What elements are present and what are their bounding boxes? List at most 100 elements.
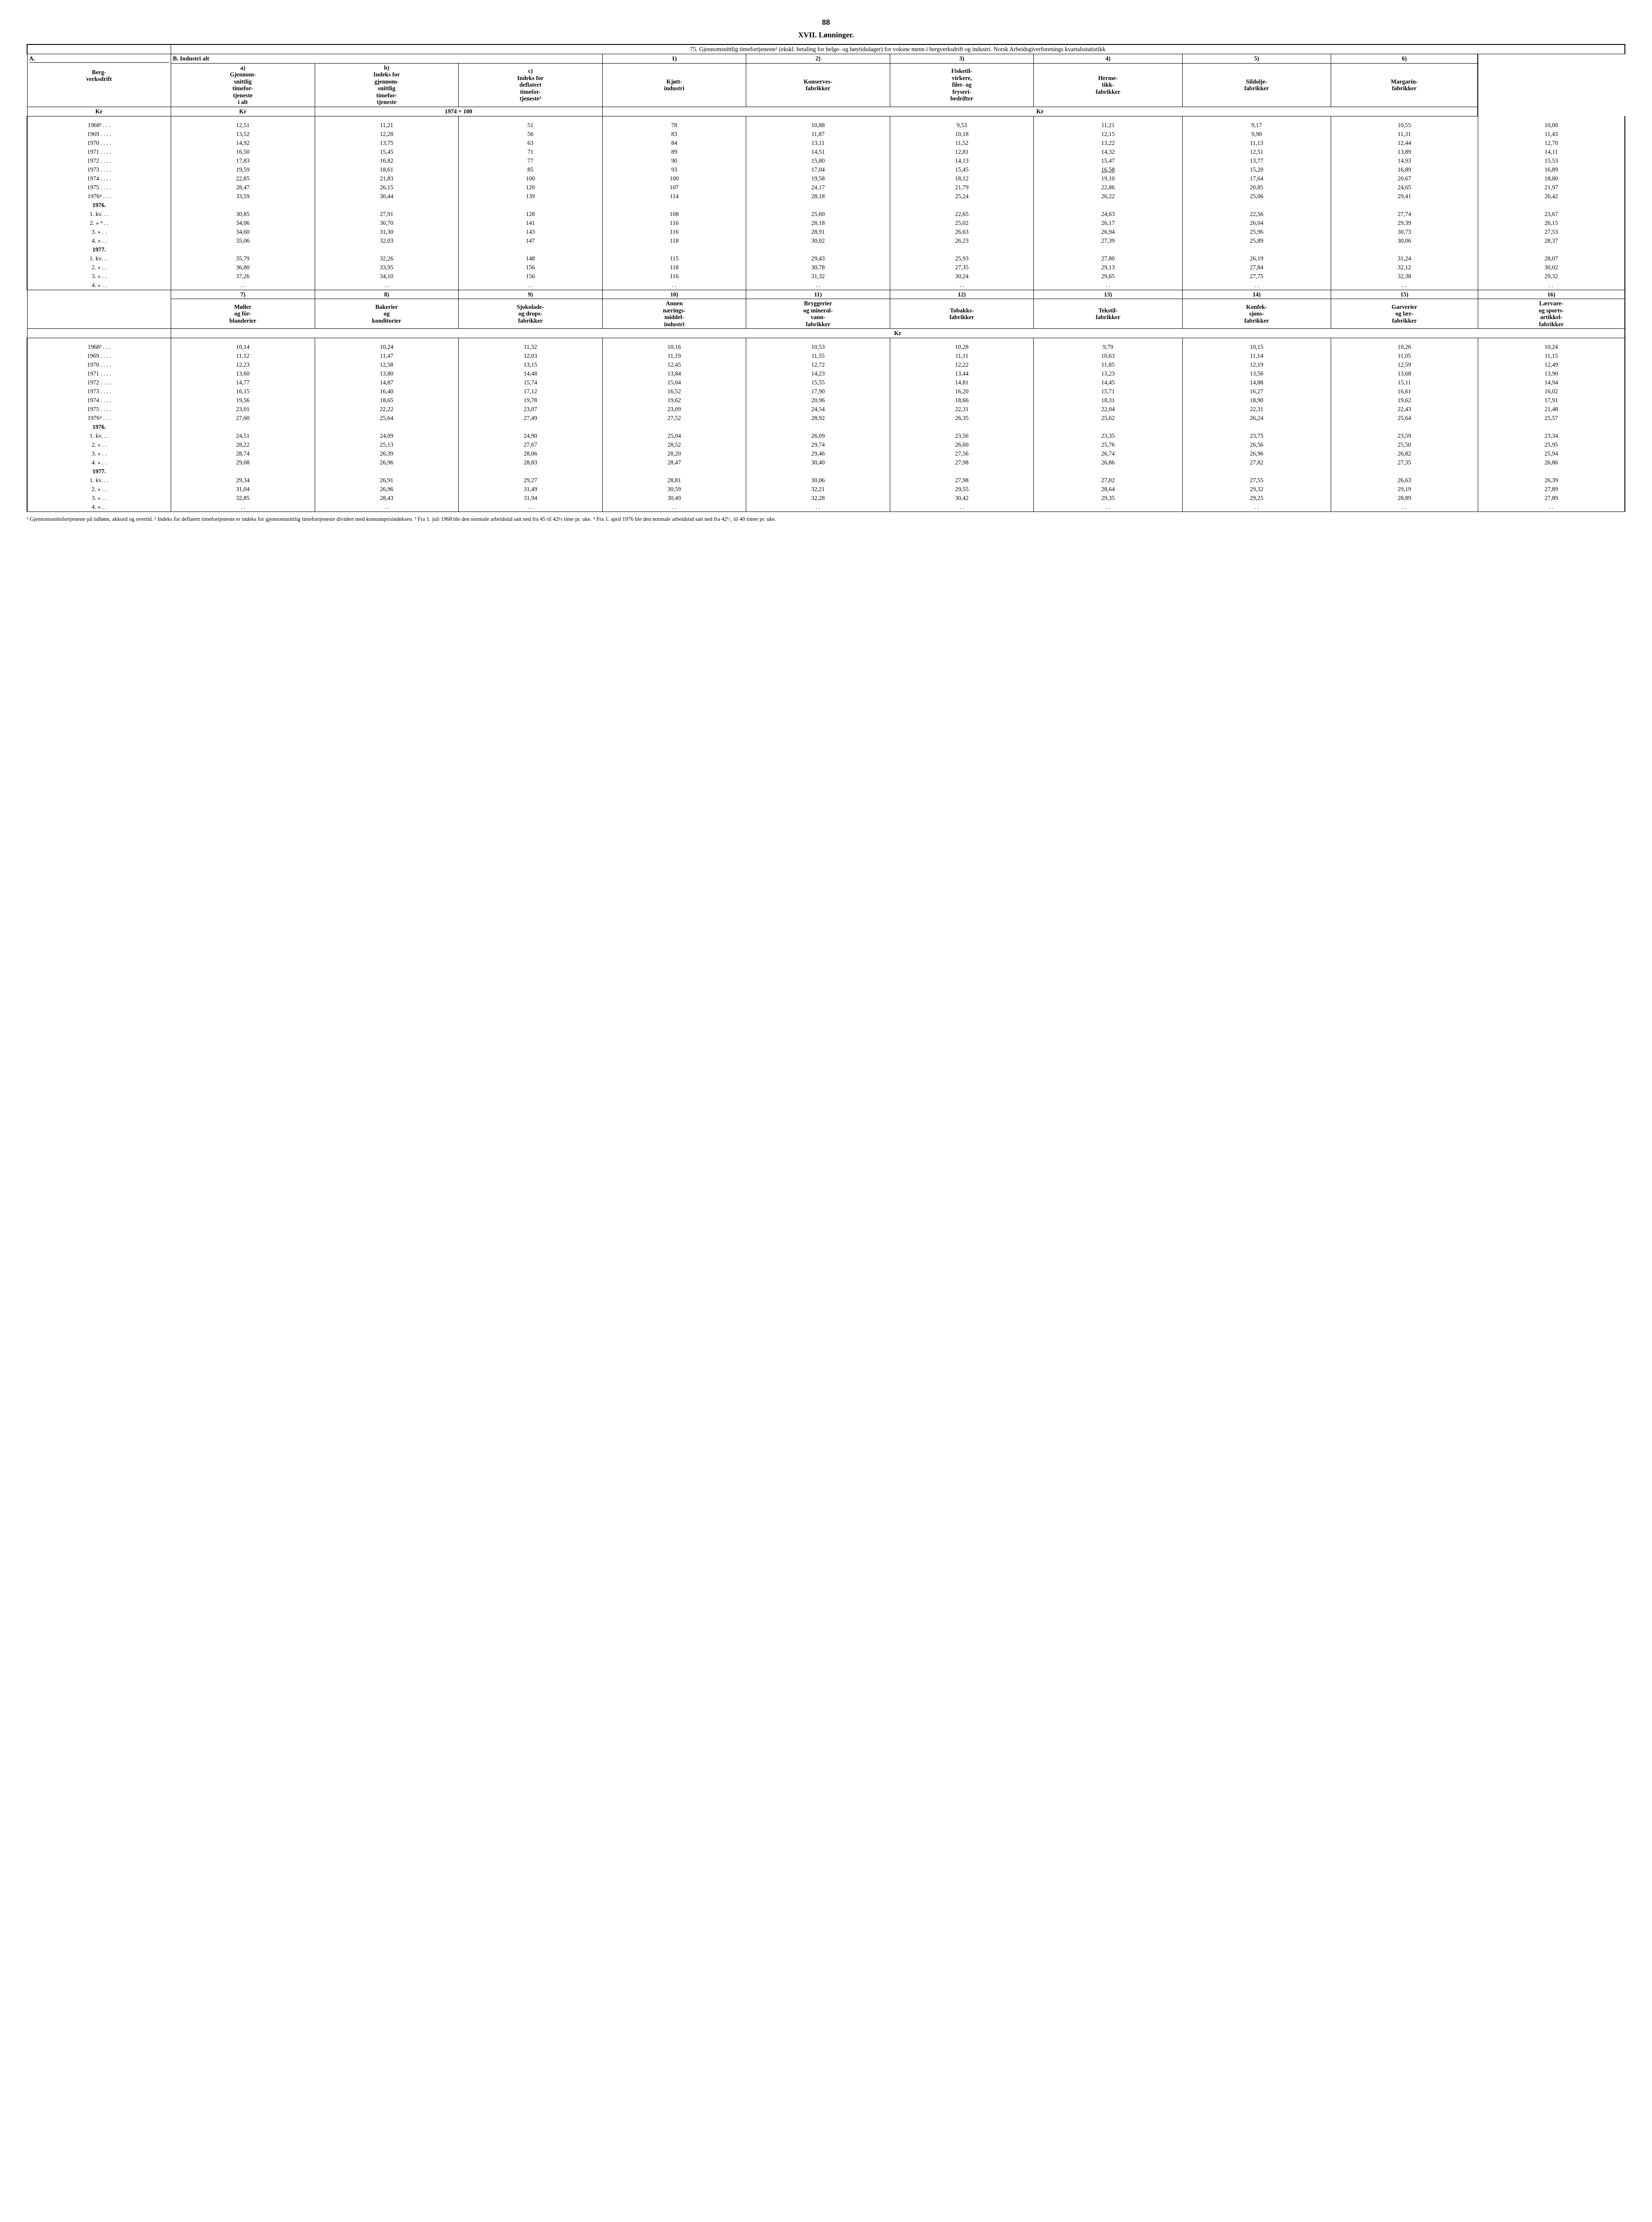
data-cell: 35,06 bbox=[171, 236, 315, 245]
row-label: 1968³ . . . bbox=[27, 343, 171, 352]
data-cell: 28,37 bbox=[1478, 236, 1625, 245]
data-cell: 9,79 bbox=[1034, 343, 1182, 352]
empty-cell bbox=[1478, 201, 1625, 210]
empty-cell bbox=[602, 423, 746, 432]
data-cell: 27,89 bbox=[1478, 485, 1625, 494]
data-cell: 14,11 bbox=[1478, 148, 1625, 156]
data-cell: . . bbox=[459, 503, 603, 512]
data-cell: 16,20 bbox=[890, 387, 1034, 396]
data-cell: 26,96 bbox=[1182, 449, 1331, 458]
data-cell: 14,92 bbox=[171, 139, 315, 148]
data-cell: 28,43 bbox=[315, 494, 459, 503]
data-cell: 24,65 bbox=[1331, 183, 1478, 192]
data-cell: 37,26 bbox=[171, 272, 315, 281]
data-cell: 25,02 bbox=[890, 219, 1034, 228]
hdr-n4: 4) bbox=[1034, 54, 1182, 64]
data-cell: 16,50 bbox=[171, 148, 315, 156]
data-cell: 156 bbox=[459, 272, 603, 281]
data-cell: 28,64 bbox=[1034, 485, 1182, 494]
data-cell: 14,13 bbox=[890, 156, 1034, 165]
empty-cell bbox=[602, 201, 746, 210]
data-cell: 25,04 bbox=[602, 432, 746, 440]
data-cell: 19,78 bbox=[459, 396, 603, 405]
data-cell: 15,45 bbox=[890, 165, 1034, 174]
hdr-n7: 7) bbox=[171, 290, 315, 299]
data-cell: 16,40 bbox=[315, 387, 459, 396]
row-label: 4. » . . bbox=[27, 503, 171, 512]
row-label: 1969 . . . . bbox=[27, 352, 171, 360]
data-cell: 28,89 bbox=[1331, 494, 1478, 503]
data-cell: 18,12 bbox=[890, 174, 1034, 183]
empty-cell bbox=[1182, 201, 1331, 210]
data-cell: 26,15 bbox=[315, 183, 459, 192]
empty-cell bbox=[171, 467, 315, 476]
data-cell: 27,84 bbox=[1182, 263, 1331, 272]
data-cell: . . bbox=[1478, 281, 1625, 290]
data-cell: 15,80 bbox=[746, 156, 890, 165]
data-cell: 12,59 bbox=[1331, 360, 1478, 369]
data-cell: 26,19 bbox=[1182, 254, 1331, 263]
data-cell: 27,49 bbox=[459, 414, 603, 423]
data-cell: 17,64 bbox=[1182, 174, 1331, 183]
data-cell: . . bbox=[746, 281, 890, 290]
data-cell: 17,91 bbox=[1478, 396, 1625, 405]
data-cell: 31,04 bbox=[171, 485, 315, 494]
hdr-A: A. Berg-verksdrift bbox=[27, 54, 171, 107]
data-cell: . . bbox=[315, 281, 459, 290]
data-cell: 141 bbox=[459, 219, 603, 228]
data-cell: 19,62 bbox=[1331, 396, 1478, 405]
empty-cell bbox=[1478, 467, 1625, 476]
data-cell: 16,58 bbox=[1034, 165, 1182, 174]
data-cell: 30,49 bbox=[602, 494, 746, 503]
empty-cell bbox=[746, 467, 890, 476]
row-label: 1976⁴ . . . bbox=[27, 192, 171, 201]
empty-cell bbox=[746, 201, 890, 210]
hdr-c6: Margarin-fabrikker bbox=[1331, 63, 1478, 107]
year-subhead: 1976. bbox=[27, 201, 171, 210]
hdr-n6: 6) bbox=[1331, 54, 1478, 64]
data-cell: 29,41 bbox=[1331, 192, 1478, 201]
row-label: 2. » . . bbox=[27, 440, 171, 449]
data-cell: 26,22 bbox=[1034, 192, 1182, 201]
data-cell: 32,12 bbox=[1331, 263, 1478, 272]
data-cell: 114 bbox=[602, 192, 746, 201]
row-label: 3. » . . bbox=[27, 228, 171, 236]
row-label: 4. » . . bbox=[27, 458, 171, 467]
data-cell: 27,91 bbox=[315, 210, 459, 219]
unit-idx: 1974 = 100 bbox=[315, 107, 602, 116]
data-cell: 31,32 bbox=[746, 272, 890, 281]
data-cell: 21,79 bbox=[890, 183, 1034, 192]
data-cell: 24,54 bbox=[746, 405, 890, 414]
empty-cell bbox=[315, 201, 459, 210]
data-cell: . . bbox=[171, 281, 315, 290]
data-cell: 22,65 bbox=[890, 210, 1034, 219]
year-subhead: 1976. bbox=[27, 423, 171, 432]
data-cell: 14,23 bbox=[746, 369, 890, 378]
hdr-c15: Garverierog lær-fabrikker bbox=[1331, 299, 1478, 329]
data-cell: 29,43 bbox=[746, 254, 890, 263]
data-cell: 14,32 bbox=[1034, 148, 1182, 156]
row-label: 2. » . . bbox=[27, 263, 171, 272]
row-label: 3. » . . bbox=[27, 272, 171, 281]
data-cell: 12,51 bbox=[171, 121, 315, 130]
data-cell: 26,39 bbox=[315, 449, 459, 458]
data-cell: 12,81 bbox=[890, 148, 1034, 156]
data-cell: 84 bbox=[602, 139, 746, 148]
data-cell: 26,24 bbox=[1182, 414, 1331, 423]
data-cell: 17,90 bbox=[746, 387, 890, 396]
row-label: 4. » . . bbox=[27, 281, 171, 290]
data-cell: 100 bbox=[602, 174, 746, 183]
data-cell: 22,22 bbox=[315, 405, 459, 414]
data-cell: 13,11 bbox=[746, 139, 890, 148]
data-cell: 10,55 bbox=[1331, 121, 1478, 130]
data-cell: 26,23 bbox=[890, 236, 1034, 245]
hdr-c: c)Indeks fordeflaterttimefor-tjeneste² bbox=[459, 63, 603, 107]
empty-cell bbox=[171, 423, 315, 432]
data-cell: . . bbox=[890, 281, 1034, 290]
hdr-n14: 14) bbox=[1182, 290, 1331, 299]
data-cell: 25,76 bbox=[1034, 440, 1182, 449]
data-cell: 31,49 bbox=[459, 485, 603, 494]
data-cell: 17,83 bbox=[171, 156, 315, 165]
data-cell: 12,72 bbox=[746, 360, 890, 369]
row-label: 4. » . . bbox=[27, 236, 171, 245]
